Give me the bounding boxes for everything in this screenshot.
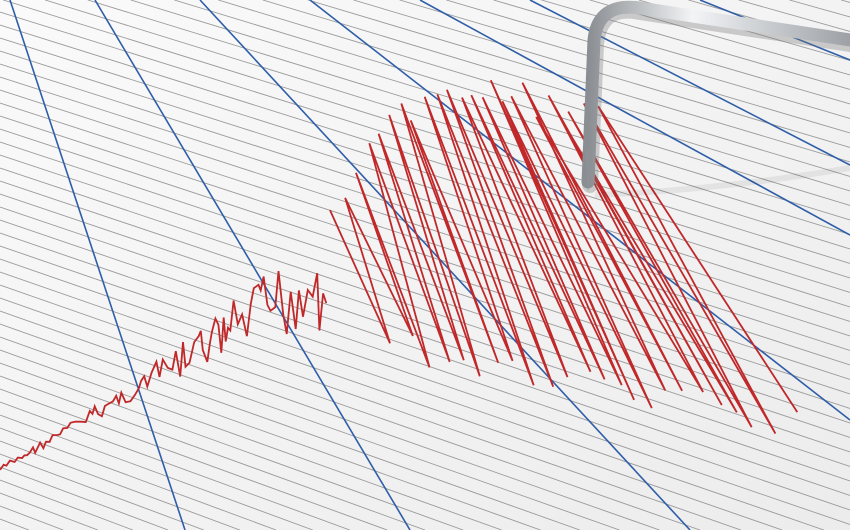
grid-line [130, 0, 850, 221]
grid-line [0, 518, 29, 530]
grid-line [0, 440, 240, 530]
grid-line [0, 375, 426, 530]
grid-line [446, 0, 850, 119]
grid-line [307, 0, 850, 163]
grid-line [0, 76, 850, 351]
grid-line [0, 427, 277, 530]
grid-line [3, 0, 850, 264]
grid-line [0, 479, 133, 530]
grid-line [789, 0, 850, 18]
grid-line [218, 0, 850, 192]
major-grid-line [9, 0, 186, 530]
grid-line [0, 310, 620, 530]
grid-line [262, 0, 850, 177]
recorder-needle [581, 0, 850, 198]
grid-line [0, 505, 64, 530]
grid-line [0, 362, 464, 530]
grid-line [0, 245, 825, 530]
grid-line [0, 349, 502, 530]
trace-high-amplitude [329, 79, 799, 435]
grid-line [0, 102, 850, 380]
major-grid-line [309, 0, 850, 421]
major-grid-line [199, 0, 691, 530]
grid-line [0, 453, 204, 530]
major-grid-lines [9, 0, 850, 530]
grid-line [541, 0, 850, 90]
grid-line [0, 336, 541, 530]
grid-line [0, 232, 850, 525]
grid-line [0, 258, 783, 530]
grid-line [174, 0, 850, 206]
grid-line [0, 297, 660, 530]
major-grid-line [419, 0, 850, 236]
grid-line [0, 492, 98, 530]
major-grid-line [94, 0, 411, 530]
grid-line [738, 0, 850, 32]
major-grid-line [529, 0, 850, 166]
grid-line [0, 401, 350, 530]
grid-line [840, 0, 850, 3]
grid-line [493, 0, 850, 105]
grid-line [0, 167, 850, 453]
grid-line [0, 323, 580, 530]
grid-line [0, 11, 850, 279]
grid-line [0, 63, 850, 337]
grid-line [0, 193, 850, 482]
grid-line [0, 271, 742, 530]
grid-line [0, 37, 850, 308]
grid-line [399, 0, 850, 134]
grid-line [0, 180, 850, 467]
grid-line [0, 388, 388, 530]
trace-low-amplitude [0, 271, 328, 471]
grid-line [0, 466, 169, 530]
grid-line [0, 219, 850, 511]
grid-line [0, 284, 701, 530]
seismic-trace [0, 79, 799, 471]
grid-line [0, 414, 313, 530]
